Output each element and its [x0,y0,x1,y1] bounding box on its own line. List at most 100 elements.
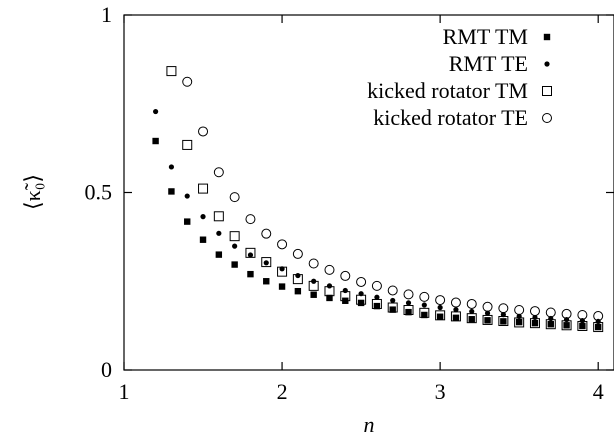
data-point [561,308,572,319]
data-point [577,320,588,331]
data-point [593,322,604,333]
legend-marker [544,61,550,67]
data-point [405,300,412,306]
data-point [498,303,509,314]
data-point [356,294,367,305]
data-point [482,314,493,325]
data-point [437,304,443,311]
data-point [229,192,240,203]
data-point [373,302,381,310]
data-point [308,280,319,291]
legend-label: RMT TM [443,24,528,49]
data-point [200,214,206,220]
data-point [198,126,209,137]
series-1 [153,108,601,324]
y-tick-label: 0.5 [85,180,113,205]
data-point [577,309,588,320]
ticks [123,14,614,371]
data-point [153,108,159,115]
data-point [500,312,506,318]
data-point [166,66,177,77]
data-point [326,294,333,302]
data-point [514,317,525,328]
data-point [436,313,444,320]
data-point [295,272,301,279]
data-point [215,251,223,258]
data-point [277,239,288,250]
data-point [515,318,523,326]
data-point [389,306,396,313]
data-point [184,193,190,199]
y-tick-label: 1 [101,2,112,27]
data-point [452,314,460,322]
data-point [531,319,539,327]
data-point [468,316,475,323]
series-2 [166,66,604,333]
data-point [292,248,303,259]
data-point [277,266,288,277]
data-point [247,270,254,278]
data-point [469,308,475,315]
data-point [482,301,493,312]
data-point [561,320,572,331]
series-3 [182,76,604,322]
data-point [213,211,224,222]
x-axis-label: n [364,412,375,437]
legend-marker [542,113,552,123]
data-point [453,307,459,313]
data-point [247,252,254,258]
data-point [498,316,509,327]
data-point [231,261,238,268]
data-point [435,310,446,321]
legend-label: RMT TE [449,51,528,76]
data-point [593,311,604,322]
data-point [356,276,367,287]
data-point [403,305,414,316]
x-tick-label: 3 [435,379,446,404]
data-point [199,236,207,243]
data-point [342,287,348,294]
data-point [466,313,477,324]
data-point [450,311,461,322]
data-point [371,298,382,309]
legend-marker [542,86,552,96]
data-point [374,294,380,300]
data-points [152,66,604,333]
data-point [232,243,238,249]
data-point [324,286,335,297]
data-point [419,291,430,302]
x-tick-label: 2 [277,379,288,404]
data-point [500,318,507,325]
data-point [216,230,222,236]
data-point [387,285,398,296]
data-point [326,283,333,289]
data-point [168,164,175,170]
data-point [387,302,398,313]
data-point [213,167,224,178]
data-point [261,228,272,239]
legend-label: kicked rotator TM [367,78,528,103]
plot-frame [123,14,614,371]
x-tick-label: 4 [593,379,604,404]
data-point [466,298,477,309]
data-point [182,76,193,87]
data-point [514,305,525,316]
data-point [263,260,269,266]
data-point [421,302,427,308]
data-point [310,291,317,298]
legend-label: kicked rotator TE [373,105,528,130]
y-axis-label: ⟨κ̃₀⟩ [20,174,45,210]
data-point [263,278,270,285]
data-point [152,137,159,145]
data-point [184,218,191,225]
data-point [278,283,286,290]
data-point [324,264,335,275]
data-point [292,274,303,285]
x-tick-label: 1 [119,379,130,404]
data-point [182,139,193,150]
data-point [371,280,382,291]
data-point [529,306,540,317]
data-point [340,270,351,281]
y-tick-label: 0 [101,357,112,382]
